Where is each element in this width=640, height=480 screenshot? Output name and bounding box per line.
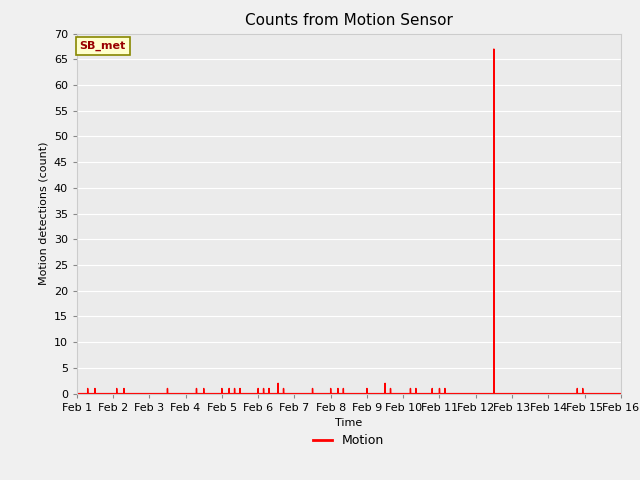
Legend: Motion: Motion	[308, 429, 389, 452]
Motion	[92, 391, 99, 396]
Motion	[280, 391, 288, 396]
X-axis label: Time: Time	[335, 418, 362, 428]
Text: SB_met: SB_met	[79, 41, 126, 51]
Line: Motion: Motion	[77, 49, 621, 394]
Motion	[376, 391, 383, 396]
Motion	[490, 46, 498, 52]
Motion	[541, 391, 549, 396]
Motion	[73, 391, 81, 396]
Motion	[338, 391, 346, 396]
Title: Counts from Motion Sensor: Counts from Motion Sensor	[245, 13, 452, 28]
Motion	[617, 391, 625, 396]
Y-axis label: Motion detections (count): Motion detections (count)	[38, 142, 48, 285]
Motion	[473, 391, 481, 396]
